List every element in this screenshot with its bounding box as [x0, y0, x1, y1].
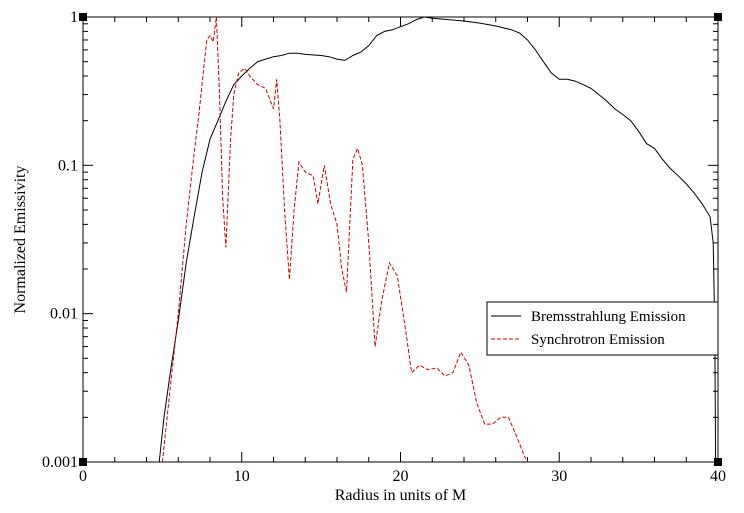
series-lines	[158, 16, 717, 463]
legend-label: Synchrotron Emission	[531, 332, 665, 348]
corner-marker	[714, 13, 722, 21]
x-tick-label: 10	[234, 468, 250, 485]
y-tick-label: 0.001	[42, 454, 78, 471]
y-axis-title: Normalized Emissivity	[12, 166, 29, 314]
corner-marker	[714, 458, 722, 466]
y-tick-label: 0.01	[50, 306, 78, 323]
y-tick-label: 1	[70, 9, 78, 26]
series-line-1	[161, 16, 528, 463]
x-tick-label: 30	[551, 468, 567, 485]
x-tick-label: 0	[79, 468, 87, 485]
corner-markers	[79, 13, 722, 466]
plot-frame	[82, 16, 719, 463]
x-tick-label: 40	[710, 468, 726, 485]
legend-label: Bremsstrahlung Emission	[531, 309, 686, 325]
x-axis-title: Radius in units of M	[335, 487, 467, 504]
y-axis-ticks: 0.001 0.01 0.1 1	[42, 9, 718, 471]
x-axis-ticks: 0 10 20 30 40	[79, 17, 726, 485]
y-tick-label: 0.1	[58, 157, 78, 174]
corner-marker	[79, 13, 87, 21]
x-tick-label: 20	[393, 468, 409, 485]
corner-marker	[79, 458, 87, 466]
plot-border	[82, 16, 719, 463]
legend: Bremsstrahlung Emission Synchrotron Emiss…	[486, 301, 719, 356]
series-line-0	[158, 16, 717, 463]
legend-box	[486, 301, 719, 356]
